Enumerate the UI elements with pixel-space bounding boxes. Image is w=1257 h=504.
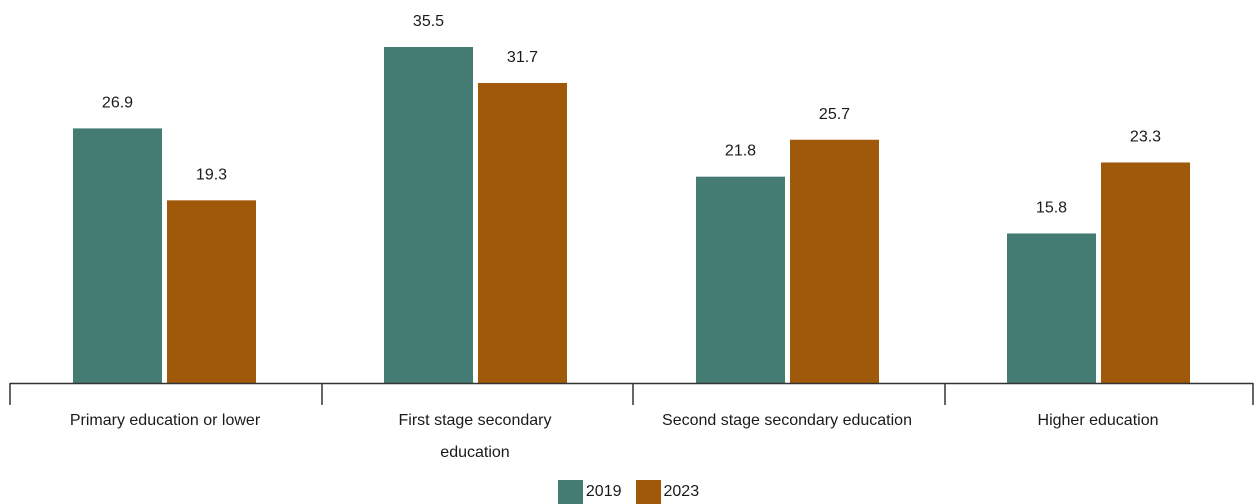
- value-label-2019-first-stage-secondary-education: 35.5: [413, 13, 444, 30]
- legend-item-2023: 2023: [635, 480, 700, 504]
- value-label-2019-primary-education-or-lower: 26.9: [102, 94, 133, 111]
- bar-2023-higher-education: [1101, 162, 1190, 383]
- bar-2019-primary-education-or-lower: [73, 128, 162, 383]
- value-label-2019-second-stage-secondary-education: 21.8: [725, 143, 756, 160]
- legend-swatch-2023: [635, 480, 661, 504]
- value-label-2023-second-stage-secondary-education: 25.7: [819, 106, 850, 123]
- category-label-primary: Primary education or lower: [69, 412, 261, 429]
- value-label-2019-higher-education: 15.8: [1036, 199, 1067, 216]
- bar-2023-first-stage-secondary-education: [478, 82, 567, 384]
- value-label-2023-higher-education: 23.3: [1130, 128, 1161, 145]
- legend-item-2019: 2019: [557, 480, 622, 504]
- category-label-second-stage-secondary: Second stage secondary education: [662, 412, 912, 429]
- bar-2019-second-stage-secondary-education: [696, 176, 785, 383]
- legend-swatch-2019: [557, 480, 583, 504]
- bar-2019-higher-education: [1007, 233, 1096, 383]
- category-label-higher: Higher education: [1037, 412, 1159, 429]
- value-label-2023-primary-education-or-lower: 19.3: [196, 166, 227, 183]
- bar-2023-second-stage-secondary-education: [790, 139, 879, 383]
- bar-2019-first-stage-secondary-education: [384, 47, 473, 383]
- bar-2023-primary-education-or-lower: [167, 200, 256, 383]
- category-label-first-stage-secondary: First stage secondary education: [398, 412, 552, 461]
- legend: 2019 2023: [0, 480, 1257, 504]
- legend-label-2019: 2019: [585, 483, 622, 500]
- value-label-2023-first-stage-secondary-education: 31.7: [507, 49, 538, 66]
- legend-label-2023: 2023: [663, 483, 700, 500]
